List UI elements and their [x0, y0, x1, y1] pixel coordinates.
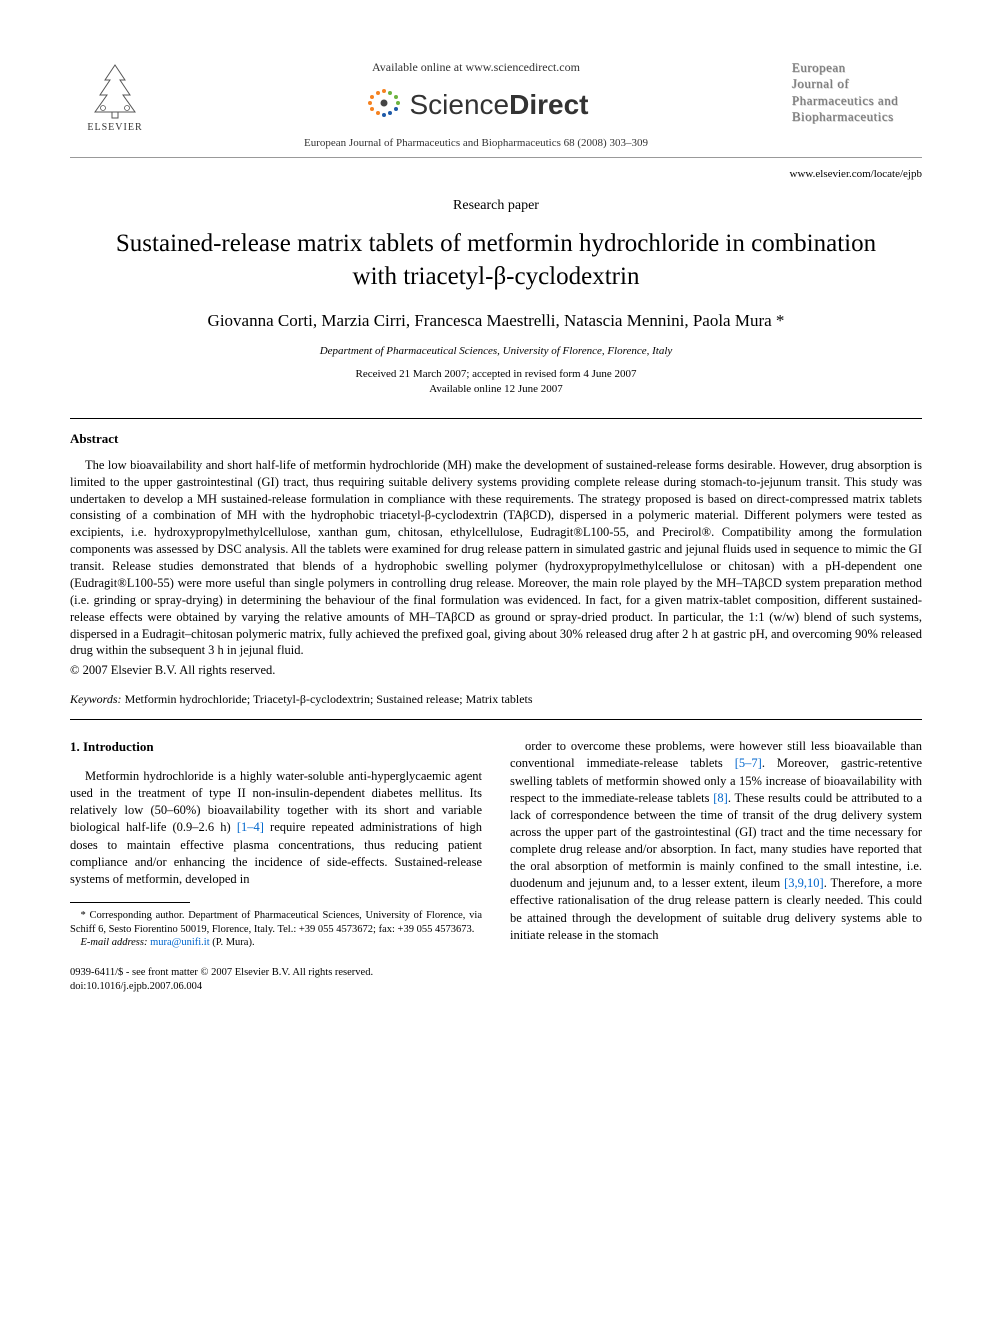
ref-link-8[interactable]: [8]	[713, 791, 728, 805]
abstract-heading: Abstract	[70, 431, 922, 447]
header-rule	[70, 157, 922, 158]
dates-block: Received 21 March 2007; accepted in revi…	[70, 367, 922, 398]
journal-cover-title: European Journal of Pharmaceutics and Bi…	[792, 60, 922, 125]
citation-line: European Journal of Pharmaceutics and Bi…	[170, 137, 782, 149]
abstract-top-rule	[70, 418, 922, 419]
intro-heading: 1. Introduction	[70, 738, 482, 756]
header-row: ELSEVIER Available online at www.science…	[70, 60, 922, 149]
email-footnote: E-mail address: mura@unifi.it (P. Mura).	[70, 936, 482, 950]
ref-link-5-7[interactable]: [5–7]	[735, 756, 762, 770]
cover-line-1: European	[792, 60, 922, 76]
available-online-text: Available online at www.sciencedirect.co…	[170, 60, 782, 75]
issn-line: 0939-6411/$ - see front matter © 2007 El…	[70, 966, 922, 980]
keywords-label: Keywords:	[70, 692, 122, 706]
affiliation: Department of Pharmaceutical Sciences, U…	[70, 345, 922, 357]
sd-wordmark: ScienceDirect	[410, 89, 589, 121]
article-title: Sustained-release matrix tablets of metf…	[70, 228, 922, 293]
sciencedirect-logo: ScienceDirect	[170, 85, 782, 125]
keywords-line: Keywords: Metformin hydrochloride; Triac…	[70, 692, 922, 707]
ref-link-3-9-10[interactable]: [3,9,10]	[784, 876, 824, 890]
received-date: Received 21 March 2007; accepted in revi…	[70, 367, 922, 382]
journal-cover: European Journal of Pharmaceutics and Bi…	[792, 60, 922, 125]
abstract-bottom-rule	[70, 719, 922, 720]
header-center: Available online at www.sciencedirect.co…	[160, 60, 792, 149]
sd-burst-icon	[364, 85, 404, 125]
ref-link-1-4[interactable]: [1–4]	[237, 820, 264, 834]
available-date: Available online 12 June 2007	[70, 382, 922, 397]
elsevier-label: ELSEVIER	[87, 122, 142, 133]
issn-block: 0939-6411/$ - see front matter © 2007 El…	[70, 966, 922, 993]
email-label: E-mail address:	[81, 937, 148, 948]
doi-line: doi:10.1016/j.ejpb.2007.06.004	[70, 980, 922, 994]
sd-word-2: Direct	[509, 89, 588, 120]
locate-url[interactable]: www.elsevier.com/locate/ejpb	[70, 168, 922, 180]
corresponding-footnote: * Corresponding author. Department of Ph…	[70, 909, 482, 936]
footer-row: 0939-6411/$ - see front matter © 2007 El…	[70, 966, 922, 993]
elsevier-tree-icon	[85, 60, 145, 120]
cover-line-4: Biopharmaceutics	[792, 109, 922, 125]
column-left: 1. Introduction Metformin hydrochloride …	[70, 738, 482, 950]
authors-text: Giovanna Corti, Marzia Cirri, Francesca …	[208, 311, 785, 330]
intro-para-2: order to overcome these problems, were h…	[510, 738, 922, 944]
cover-line-3: Pharmaceutics and	[792, 93, 922, 109]
abstract-text: The low bioavailability and short half-l…	[70, 457, 922, 660]
footnote-separator	[70, 902, 190, 903]
abstract-copyright: © 2007 Elsevier B.V. All rights reserved…	[70, 663, 922, 678]
article-type: Research paper	[70, 198, 922, 214]
column-right: order to overcome these problems, were h…	[510, 738, 922, 950]
intro-para-1: Metformin hydrochloride is a highly wate…	[70, 768, 482, 888]
authors-line: Giovanna Corti, Marzia Cirri, Francesca …	[70, 311, 922, 331]
sd-word-1: Science	[410, 89, 510, 120]
email-suffix: (P. Mura).	[210, 937, 255, 948]
elsevier-logo-block: ELSEVIER	[70, 60, 160, 133]
email-link[interactable]: mura@unifi.it	[150, 937, 210, 948]
cover-line-2: Journal of	[792, 76, 922, 92]
body-columns: 1. Introduction Metformin hydrochloride …	[70, 738, 922, 950]
keywords-text: Metformin hydrochloride; Triacetyl-β-cyc…	[122, 692, 533, 706]
